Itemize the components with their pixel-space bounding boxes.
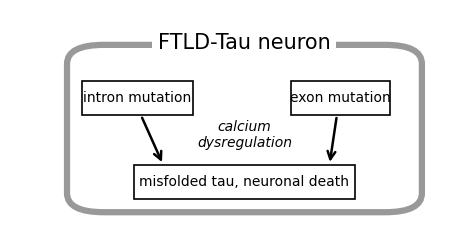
FancyBboxPatch shape: [133, 165, 355, 199]
FancyBboxPatch shape: [290, 81, 390, 115]
FancyBboxPatch shape: [67, 45, 421, 212]
FancyBboxPatch shape: [82, 81, 192, 115]
Text: intron mutation: intron mutation: [83, 91, 191, 105]
Text: exon mutation: exon mutation: [289, 91, 390, 105]
Text: FTLD-Tau neuron: FTLD-Tau neuron: [158, 33, 330, 53]
Text: misfolded tau, neuronal death: misfolded tau, neuronal death: [139, 175, 349, 189]
Text: calcium
dysregulation: calcium dysregulation: [197, 120, 291, 150]
